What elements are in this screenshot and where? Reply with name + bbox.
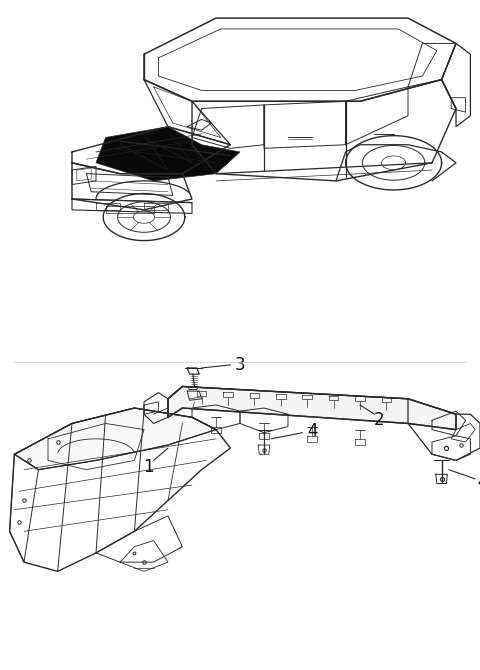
Text: 1: 1 (144, 458, 154, 476)
Text: 3: 3 (235, 356, 245, 374)
Text: 2: 2 (374, 411, 384, 429)
Polygon shape (14, 408, 216, 470)
Polygon shape (168, 387, 456, 429)
Polygon shape (96, 127, 240, 181)
Text: 4: 4 (307, 422, 317, 440)
Text: 4: 4 (477, 473, 480, 491)
